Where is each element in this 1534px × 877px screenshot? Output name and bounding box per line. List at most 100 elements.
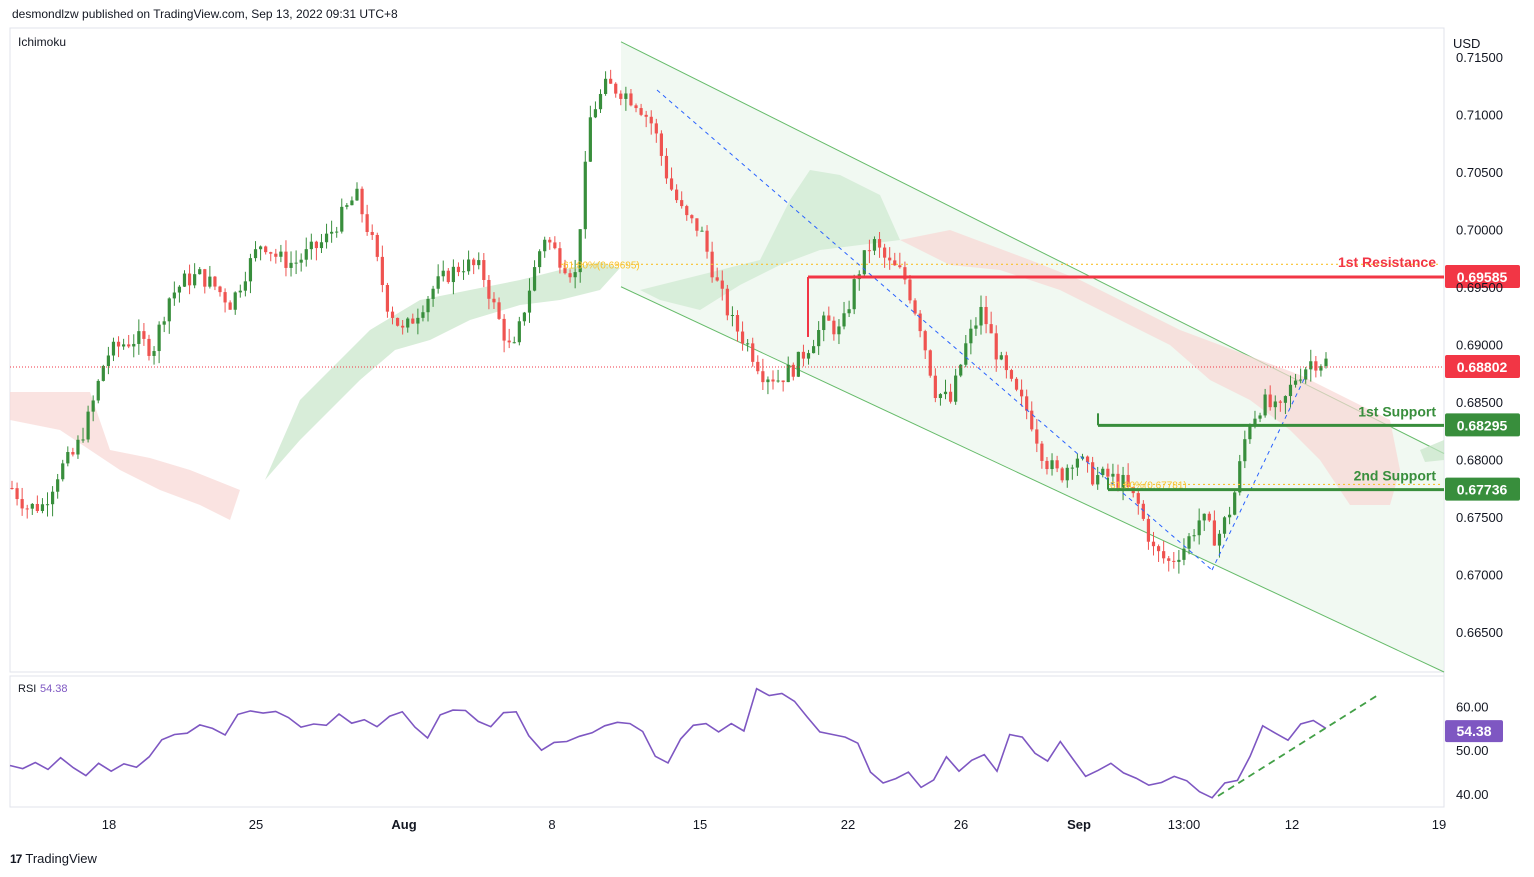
candle-body xyxy=(456,266,461,273)
rsi-tick-label: 50.00 xyxy=(1456,743,1489,758)
candle-body xyxy=(908,279,912,301)
candle-body xyxy=(573,272,577,278)
channel-lower-line xyxy=(620,286,1445,673)
candle-body xyxy=(837,326,841,335)
candle-body xyxy=(842,313,846,327)
price-tick-label: 0.67500 xyxy=(1456,510,1503,525)
candle-body xyxy=(101,365,105,381)
candle-body xyxy=(385,285,390,312)
candle-body xyxy=(1096,475,1100,485)
level-price-tag xyxy=(1445,413,1520,437)
candle-body xyxy=(527,290,532,313)
level-price-tag-text: 0.68295 xyxy=(1457,417,1508,433)
indicator-label-ichimoku: Ichimoku xyxy=(18,35,66,49)
candle-body xyxy=(1278,401,1282,403)
candle-body xyxy=(243,281,247,291)
candle-body xyxy=(1065,467,1069,481)
candle-body xyxy=(431,288,435,299)
candle-body xyxy=(335,231,339,233)
candle-body xyxy=(776,380,780,382)
candle-body xyxy=(954,375,958,402)
candle-body xyxy=(811,346,816,354)
candle-body xyxy=(827,315,831,321)
candle-body xyxy=(56,479,60,492)
candle-body xyxy=(218,286,222,293)
candle-body xyxy=(624,93,628,99)
candle-body xyxy=(700,230,704,232)
price-tick-label: 0.71500 xyxy=(1456,50,1503,65)
candle-body xyxy=(593,109,598,118)
candle-body xyxy=(1126,474,1130,488)
candle-body xyxy=(1228,514,1232,518)
candle-body xyxy=(421,312,425,318)
candle-body xyxy=(867,250,871,252)
candle-body xyxy=(558,248,562,268)
candle-body xyxy=(1019,389,1024,397)
level-name-label: 2nd Support xyxy=(1354,468,1437,484)
candle-body xyxy=(923,331,927,351)
candle-body xyxy=(989,324,993,334)
candle-body xyxy=(669,178,674,190)
candle-body xyxy=(467,259,471,272)
candle-body xyxy=(406,318,410,328)
candle-body xyxy=(832,320,836,335)
candle-body xyxy=(497,302,501,319)
candle-body xyxy=(1070,467,1074,469)
candle-body xyxy=(294,262,298,264)
footer-brand[interactable]: 17 TradingView xyxy=(10,851,97,866)
candle-body xyxy=(1004,355,1008,371)
candle-body xyxy=(999,355,1003,360)
candle-body xyxy=(35,503,39,511)
candle-body xyxy=(314,241,319,249)
candle-body xyxy=(766,379,770,383)
annotation-lines: 61.80%(0.69695) 61.80%(0.67781) 1st Resist… xyxy=(10,89,1520,571)
candle-body xyxy=(208,276,212,287)
candle-body xyxy=(634,105,638,109)
descending-channel xyxy=(620,41,1445,673)
candle-body xyxy=(157,324,161,352)
candle-body xyxy=(1243,439,1247,462)
candle-body xyxy=(1197,520,1201,536)
candle-body xyxy=(477,260,481,266)
candle-body xyxy=(319,242,324,249)
time-tick-label: 18 xyxy=(102,817,116,832)
candle-body xyxy=(203,269,207,287)
candle-body xyxy=(395,317,400,326)
candle-body xyxy=(446,270,450,283)
candle-body xyxy=(279,251,283,257)
candle-body xyxy=(96,380,100,401)
candle-body xyxy=(598,93,603,110)
candle-body xyxy=(938,394,943,399)
candle-body xyxy=(193,274,197,286)
candle-body xyxy=(543,239,547,252)
candle-body xyxy=(522,312,527,322)
footer-brand-label: TradingView xyxy=(25,851,97,866)
candle-body xyxy=(1146,518,1151,542)
candle-body xyxy=(1248,426,1252,440)
rsi-value-tag-text: 54.38 xyxy=(1456,723,1491,739)
candle-body xyxy=(350,200,354,206)
candle-body xyxy=(1141,503,1145,519)
channel-fill xyxy=(621,41,1444,673)
candle-body xyxy=(1314,361,1318,371)
candle-body xyxy=(152,351,156,356)
candle-body xyxy=(365,214,369,232)
candle-body xyxy=(649,116,653,124)
time-tick-label: 12 xyxy=(1285,817,1299,832)
candle-body xyxy=(25,508,29,510)
time-tick-label: 22 xyxy=(841,817,855,832)
candle-body xyxy=(1217,533,1222,546)
candle-body xyxy=(517,321,521,343)
candle-body xyxy=(309,241,313,250)
candle-body xyxy=(659,133,663,156)
current-price-tag-text: 0.68802 xyxy=(1457,359,1508,375)
candle-body xyxy=(1309,361,1313,370)
candle-body xyxy=(806,353,811,359)
time-tick-label: 13:00 xyxy=(1168,817,1201,832)
candle-body xyxy=(426,298,430,313)
candle-body xyxy=(1293,380,1298,385)
level-name-label: 1st Resistance xyxy=(1338,254,1436,270)
rsi-tick-label: 40.00 xyxy=(1456,787,1489,802)
candle-body xyxy=(532,267,537,291)
candle-body xyxy=(680,200,684,207)
